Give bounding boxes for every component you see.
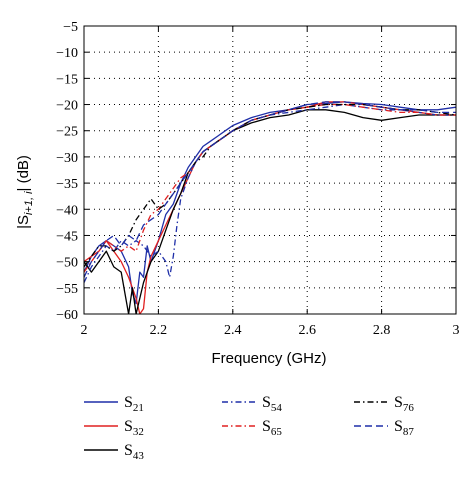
series-lines xyxy=(84,101,456,314)
x-tick-label: 2 xyxy=(81,323,88,338)
legend-label-s76: S76 xyxy=(394,394,414,414)
series-line-s32 xyxy=(84,101,456,314)
y-tick-label: −25 xyxy=(56,125,78,140)
grid-lines xyxy=(84,26,456,314)
x-tick-label: 3 xyxy=(453,323,460,338)
y-tick-label: −15 xyxy=(56,72,78,87)
legend-label-s21: S21 xyxy=(124,394,144,414)
y-tick-label: −55 xyxy=(56,282,78,297)
y-tick-label: −60 xyxy=(56,308,78,323)
plot-frame xyxy=(83,25,457,315)
series-line-s21 xyxy=(84,101,456,305)
y-tick-label: −20 xyxy=(56,99,78,114)
y-tick-label: −10 xyxy=(56,46,78,61)
y-tick-label: −45 xyxy=(56,229,78,244)
series-line-s65 xyxy=(84,103,456,273)
y-axis-label: |Si+1, i| (dB) xyxy=(15,155,35,229)
x-tick-label: 2.4 xyxy=(224,323,242,338)
y-tick-label: −50 xyxy=(56,256,78,271)
axis-ticks xyxy=(83,25,457,315)
legend-label-s32: S32 xyxy=(124,418,144,438)
x-tick-label: 2.6 xyxy=(298,323,316,338)
x-tick-label: 2.8 xyxy=(373,323,391,338)
legend: S21 S32 S43 S54 S65 S76 S87 xyxy=(84,394,414,462)
x-axis-label: Frequency (GHz) xyxy=(211,350,326,367)
y-tick-label: −30 xyxy=(56,151,78,166)
legend-label-s54: S54 xyxy=(262,394,282,414)
axis-tick-labels: 2 2.2 2.4 2.6 2.8 3 −60 −55 −50 −45 −40 −35 −30 −25 −2… xyxy=(56,20,459,338)
legend-label-s87: S87 xyxy=(394,418,414,438)
y-tick-label: −35 xyxy=(56,177,78,192)
y-tick-label: −40 xyxy=(56,203,78,218)
series-line-s87 xyxy=(84,101,456,278)
legend-label-s65: S65 xyxy=(262,418,282,438)
x-tick-label: 2.2 xyxy=(150,323,168,338)
series-line-s43 xyxy=(84,109,456,314)
legend-label-s43: S43 xyxy=(124,442,144,462)
y-tick-label: −5 xyxy=(63,20,78,35)
